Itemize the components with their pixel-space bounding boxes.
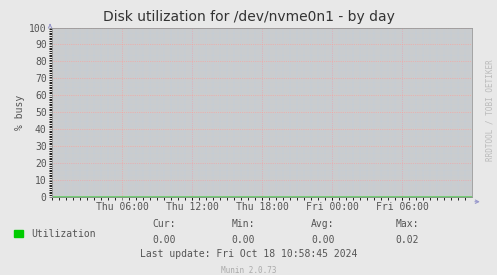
Text: Munin 2.0.73: Munin 2.0.73 — [221, 266, 276, 275]
Text: 0.00: 0.00 — [232, 235, 255, 245]
Text: Last update: Fri Oct 18 10:58:45 2024: Last update: Fri Oct 18 10:58:45 2024 — [140, 249, 357, 259]
Text: Cur:: Cur: — [152, 219, 176, 229]
Y-axis label: % busy: % busy — [15, 94, 25, 130]
Text: 0.02: 0.02 — [396, 235, 419, 245]
Text: Avg:: Avg: — [311, 219, 335, 229]
Text: RRDTOOL / TOBI OETIKER: RRDTOOL / TOBI OETIKER — [486, 59, 495, 161]
Legend: Utilization: Utilization — [10, 225, 100, 243]
Text: Max:: Max: — [396, 219, 419, 229]
Text: Min:: Min: — [232, 219, 255, 229]
Text: Disk utilization for /dev/nvme0n1 - by day: Disk utilization for /dev/nvme0n1 - by d… — [102, 10, 395, 24]
Text: 0.00: 0.00 — [311, 235, 335, 245]
Text: 0.00: 0.00 — [152, 235, 176, 245]
